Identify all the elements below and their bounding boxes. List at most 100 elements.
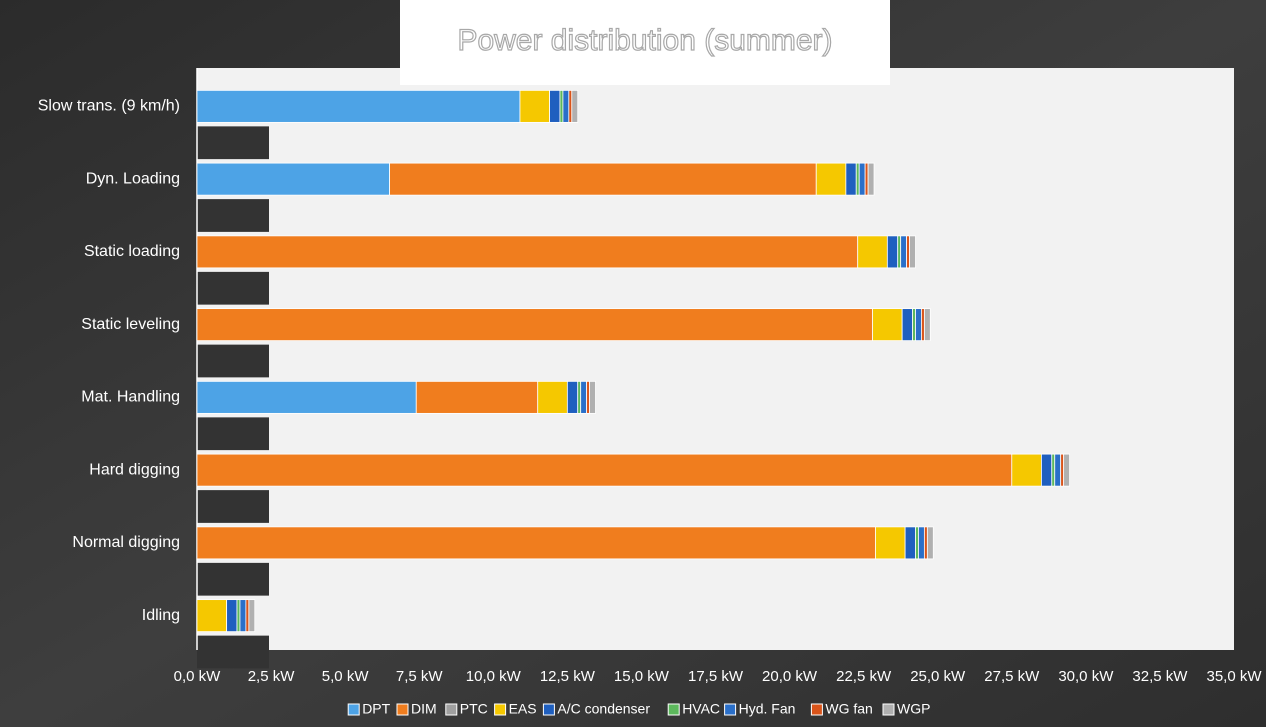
bar-segment <box>196 526 876 560</box>
bar-segment <box>239 599 247 633</box>
bar-segment <box>1063 453 1070 487</box>
bar-segment <box>904 526 916 560</box>
legend-swatch <box>724 703 737 716</box>
bar-segment <box>897 235 902 269</box>
legend-label: DPT <box>362 701 390 717</box>
bar-segment <box>909 235 916 269</box>
bar-segment <box>196 453 1013 487</box>
bar-segment <box>568 89 573 123</box>
y-tick-label: Slow trans. (9 km/h) <box>38 98 180 115</box>
legend-label: PTC <box>460 701 488 717</box>
bar-segment <box>196 599 228 633</box>
gap-strip <box>197 635 269 669</box>
legend-label: HVAC <box>682 701 720 717</box>
legend-swatch <box>494 703 507 716</box>
x-tick-label: 2,5 kW <box>248 668 296 685</box>
legend-swatch <box>445 703 458 716</box>
x-tick-label: 17,5 kW <box>688 668 744 685</box>
bar-segment <box>815 162 847 196</box>
bar-segment <box>923 308 931 342</box>
gap-strip <box>197 344 269 378</box>
legend-swatch <box>810 703 823 716</box>
x-tick-label: 27,5 kW <box>984 668 1040 685</box>
x-tick-label: 0,0 kW <box>174 668 222 685</box>
bar-segment <box>875 526 906 560</box>
bar-segment <box>389 162 817 196</box>
bar-segment <box>559 89 564 123</box>
x-tick-label: 22,5 kW <box>836 668 892 685</box>
bar-segment <box>537 380 568 414</box>
bar-segment <box>855 162 860 196</box>
legend-label: EAS <box>509 701 537 717</box>
bar-segment <box>915 526 919 560</box>
bar-segment <box>571 89 579 123</box>
y-tick-label: Dyn. Loading <box>86 170 180 187</box>
bar-segment <box>901 308 913 342</box>
y-tick-label: Mat. Handling <box>81 389 180 406</box>
x-tick-label: 32,5 kW <box>1132 668 1188 685</box>
bar-segment <box>248 599 256 633</box>
bar-segment <box>915 308 922 342</box>
bar-segment <box>196 235 859 269</box>
bar-segment <box>196 162 390 196</box>
bar-segment <box>921 308 925 342</box>
bar-segment <box>589 380 596 414</box>
bar-segment <box>196 89 521 123</box>
bar-segment <box>900 235 908 269</box>
bar-segment <box>858 162 866 196</box>
bar-segment <box>886 235 899 269</box>
x-tick-label: 12,5 kW <box>540 668 596 685</box>
bar-segment <box>926 526 934 560</box>
y-tick-label: Static loading <box>84 243 180 260</box>
bar-segment <box>1041 453 1053 487</box>
x-tick-label: 20,0 kW <box>762 668 818 685</box>
legend-swatch <box>542 703 555 716</box>
y-tick-label: Normal digging <box>72 534 180 551</box>
bar-segment <box>236 599 241 633</box>
legend-swatch <box>396 703 409 716</box>
bar-segment <box>577 380 582 414</box>
bar-segment <box>872 308 903 342</box>
x-tick-label: 25,0 kW <box>910 668 966 685</box>
chart-title: Power distribution (summer) <box>457 24 832 57</box>
bar-segment <box>1054 453 1062 487</box>
bar-segment <box>245 599 250 633</box>
legend-swatch <box>667 703 680 716</box>
bar-segment <box>845 162 857 196</box>
legend-label: WG fan <box>825 701 872 717</box>
gap-strip <box>197 199 269 232</box>
bar-segment <box>923 526 928 560</box>
plot-decoration <box>197 126 269 669</box>
bar-segment <box>566 380 579 414</box>
bar-segment <box>519 89 550 123</box>
gap-strip <box>197 490 269 523</box>
bar-segment <box>864 162 869 196</box>
plot-area <box>197 68 1234 650</box>
legend-label: A/C condenser <box>557 701 650 717</box>
bar-segment <box>415 380 539 414</box>
legend-label: WGP <box>897 701 930 717</box>
bar-segment <box>906 235 910 269</box>
bar-segment <box>857 235 888 269</box>
legend-label: Hyd. Fan <box>739 701 796 717</box>
bar-segment <box>226 599 238 633</box>
x-tick-label: 10,0 kW <box>466 668 522 685</box>
y-tick-label: Idling <box>142 607 180 624</box>
legend-swatch <box>882 703 895 716</box>
y-tick-label: Static leveling <box>81 316 180 333</box>
x-tick-label: 30,0 kW <box>1058 668 1114 685</box>
bar-segment <box>586 380 590 414</box>
y-tick-label: Hard digging <box>89 461 180 478</box>
gap-strip <box>197 126 269 160</box>
bar-segment <box>1051 453 1056 487</box>
x-tick-label: 5,0 kW <box>322 668 370 685</box>
x-tick-label: 35,0 kW <box>1206 668 1262 685</box>
bar-segment <box>562 89 570 123</box>
gap-strip <box>197 271 269 305</box>
x-tick-label: 7,5 kW <box>396 668 444 685</box>
bar-segment <box>580 380 588 414</box>
bar-segment <box>1011 453 1042 487</box>
bar-segment <box>1060 453 1065 487</box>
bar-segment <box>196 308 873 342</box>
